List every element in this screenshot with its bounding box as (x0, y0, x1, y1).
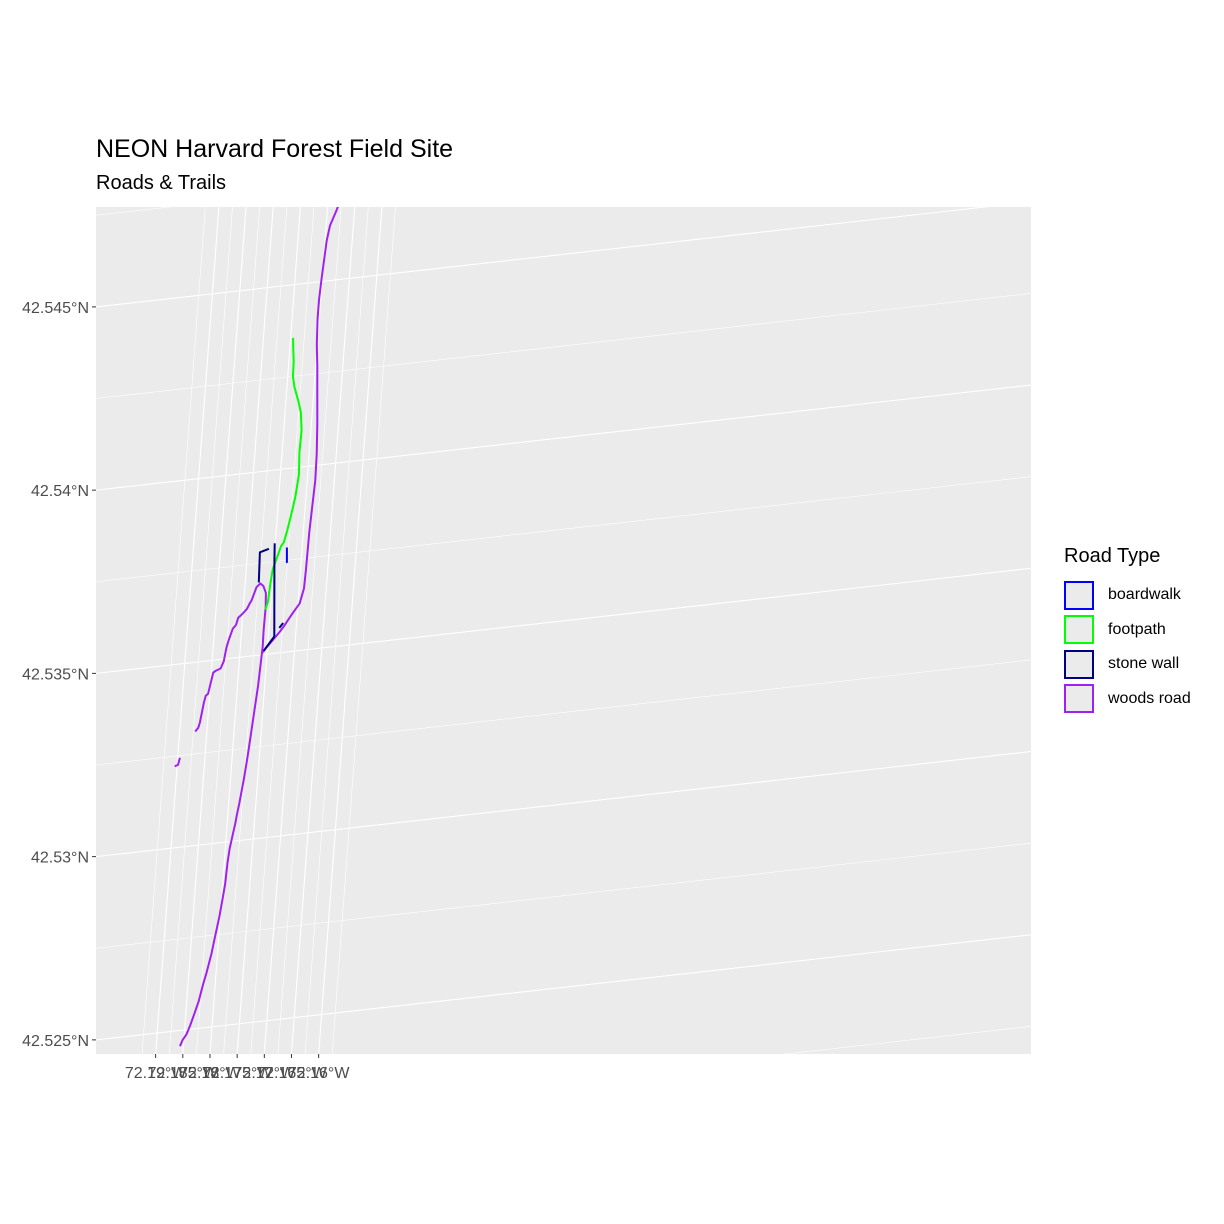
minor-gridline-lon (168, 207, 233, 1054)
minor-gridline-lon (331, 207, 396, 1054)
y-axis-tick-label: 42.535°N (22, 666, 89, 683)
boardwalk-line (285, 547, 289, 564)
legend: Road Type boardwalk footpath stone wall … (1064, 545, 1191, 716)
major-gridline-lon (209, 207, 274, 1054)
major-gridline-lat (96, 384, 1031, 491)
x-axis-tick-label: 72.17°W (234, 1065, 296, 1082)
x-axis-tick-label: 72.18°W (179, 1065, 241, 1082)
minor-gridline-lat (96, 476, 1031, 583)
axes: 72.19°W72.185°W72.18°W72.175°W72.17°W72.… (22, 300, 350, 1082)
y-axis-tick-label: 42.53°N (31, 850, 89, 867)
minor-gridline-lon (277, 207, 342, 1054)
legend-item-boardwalk: boardwalk (1064, 578, 1191, 613)
x-axis-tick-label: 72.185°W (148, 1065, 219, 1082)
major-gridline-lat (96, 750, 1031, 858)
major-gridline-lon (290, 207, 356, 1054)
y-axis-tick-label: 42.525°N (22, 1033, 89, 1050)
major-gridline-lon (318, 207, 383, 1054)
major-gridline-lat (96, 207, 990, 308)
x-axis-tick-label: 72.165°W (256, 1065, 327, 1082)
legend-key-woods-road (1064, 684, 1094, 714)
x-axis-tick-label: 72.19°W (125, 1065, 187, 1082)
map-title: NEON Harvard Forest Field Site (96, 135, 454, 163)
legend-title: Road Type (1064, 545, 1161, 567)
legend-label-boardwalk: boardwalk (1108, 586, 1181, 604)
woods-road-line (174, 757, 182, 768)
major-gridline-lat (96, 934, 1031, 1041)
legend-item-footpath: footpath (1064, 613, 1191, 648)
minor-gridline-lon (250, 207, 315, 1054)
stone-wall-line (257, 547, 270, 583)
legend-key-footpath (1064, 615, 1094, 645)
x-axis-tick-label: 72.16°W (288, 1065, 350, 1082)
x-axis-tick-label: 72.175°W (202, 1065, 273, 1082)
stone-wall-line (278, 622, 284, 629)
grid-lines (96, 207, 1031, 1054)
stone-wall-line (262, 543, 276, 652)
legend-label-footpath: footpath (1108, 620, 1166, 638)
y-axis-tick-label: 42.545°N (22, 300, 89, 317)
legend-label-stone-wall: stone wall (1108, 655, 1180, 673)
minor-gridline-lat (96, 842, 1031, 949)
minor-gridline-lat (96, 293, 1031, 399)
legend-item-stone-wall: stone wall (1064, 647, 1191, 682)
map-subtitle: Roads & Trails (96, 172, 227, 194)
major-gridline-lon (182, 207, 247, 1054)
minor-gridline-lat (782, 1026, 1031, 1054)
minor-gridline-lat (96, 207, 173, 216)
legend-key-boardwalk (1064, 580, 1094, 610)
major-gridline-lon (263, 207, 329, 1054)
minor-gridline-lon (223, 207, 288, 1054)
minor-gridline-lon (304, 207, 369, 1054)
minor-gridline-lon (141, 207, 206, 1054)
road-lines (174, 207, 339, 1047)
major-gridline-lon (155, 207, 220, 1054)
y-axis-tick-label: 42.54°N (31, 483, 89, 500)
panel-background (96, 207, 1031, 1054)
legend-item-woods-road: woods road (1064, 682, 1191, 717)
major-gridline-lon (236, 207, 301, 1054)
legend-label-woods-road: woods road (1108, 689, 1191, 707)
minor-gridline-lon (196, 207, 260, 1054)
woods-road-line (261, 207, 339, 654)
legend-key-stone-wall (1064, 649, 1094, 679)
minor-gridline-lat (96, 659, 1031, 766)
